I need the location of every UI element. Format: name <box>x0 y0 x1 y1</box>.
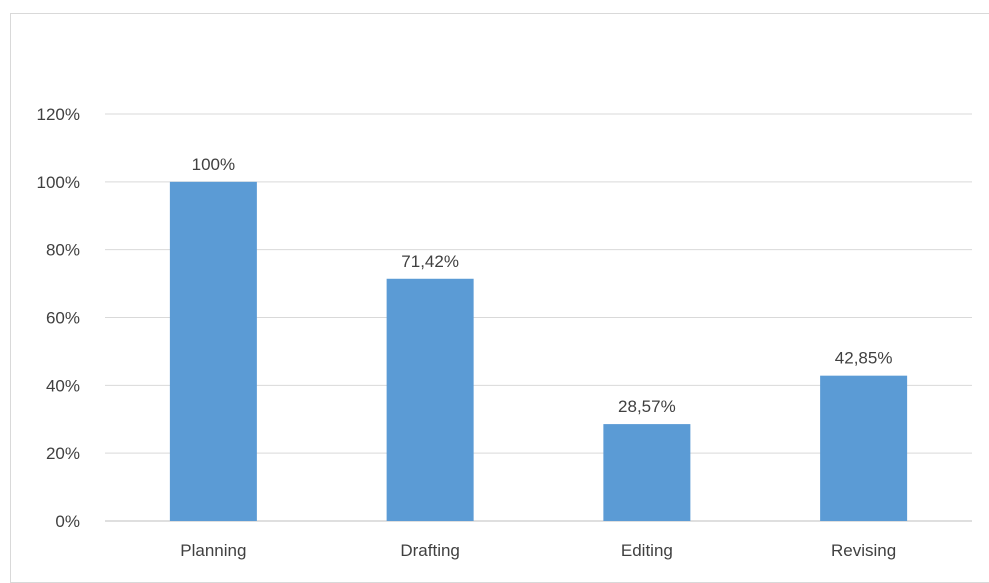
x-category-label-drafting: Drafting <box>400 541 460 560</box>
x-axis-category-labels: Planning Drafting Editing Revising <box>180 541 896 560</box>
x-category-label-planning: Planning <box>180 541 246 560</box>
y-tick-label: 0% <box>55 512 80 531</box>
y-tick-label: 60% <box>46 309 80 328</box>
data-label-editing: 28,57% <box>618 397 676 416</box>
x-category-label-revising: Revising <box>831 541 896 560</box>
y-tick-label: 100% <box>37 173 80 192</box>
y-tick-label: 120% <box>37 105 80 124</box>
data-label-planning: 100% <box>192 155 235 174</box>
bar-drafting <box>386 278 474 521</box>
y-axis-tick-labels: 0% 20% 40% 60% 80% 100% 120% <box>37 105 80 531</box>
y-tick-label: 40% <box>46 376 80 395</box>
bar-revising <box>820 375 908 521</box>
bars <box>169 181 908 522</box>
bar-planning <box>169 181 257 522</box>
x-category-label-editing: Editing <box>621 541 673 560</box>
data-label-revising: 42,85% <box>835 349 893 368</box>
y-tick-label: 80% <box>46 241 80 260</box>
y-tick-label: 20% <box>46 444 80 463</box>
data-labels: 100% 71,42% 28,57% 42,85% <box>192 155 893 416</box>
bar-editing <box>603 424 691 521</box>
data-label-drafting: 71,42% <box>401 252 459 271</box>
